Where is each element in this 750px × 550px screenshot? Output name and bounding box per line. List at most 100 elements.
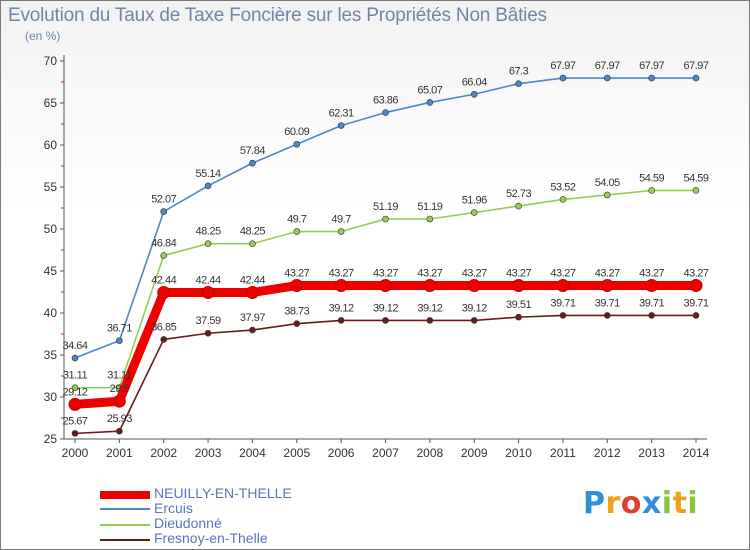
y-tick-label: 35 (44, 348, 58, 362)
y-tick-label: 25 (44, 432, 58, 446)
data-label: 43.27 (595, 268, 620, 280)
data-label: 67.97 (550, 60, 575, 72)
data-label: 48.25 (196, 226, 221, 238)
legend-swatch-dieudonne (100, 524, 150, 526)
x-tick-label: 2003 (195, 446, 222, 460)
data-point (337, 317, 345, 324)
logo-letter: P (583, 486, 606, 521)
data-label: 39.71 (683, 297, 708, 309)
data-point (467, 279, 481, 293)
data-label: 43.27 (462, 268, 487, 280)
data-label: 36.85 (151, 321, 176, 333)
data-point (204, 329, 212, 337)
data-label: 51.19 (417, 201, 442, 213)
data-label: 51.96 (462, 195, 487, 207)
data-point (160, 336, 168, 343)
data-point (290, 279, 304, 293)
x-tick-label: 2005 (283, 446, 310, 460)
data-point (112, 394, 126, 408)
data-label: 39.12 (329, 302, 354, 314)
data-label: 42.44 (240, 275, 265, 287)
data-point (600, 279, 614, 293)
data-point (160, 252, 168, 259)
logo-letter: t (672, 486, 688, 521)
data-label: 49.7 (287, 214, 307, 226)
data-label: 39.71 (595, 297, 620, 309)
data-label: 62.31 (329, 108, 354, 120)
logo-letter: r (605, 486, 621, 521)
data-point (382, 109, 389, 116)
data-label: 54.59 (639, 172, 664, 184)
data-point (645, 279, 659, 293)
data-point (293, 320, 301, 327)
data-label: 43.27 (639, 268, 664, 280)
data-label: 53.52 (550, 181, 575, 193)
legend-swatch-ercuis (100, 508, 150, 510)
x-tick-label: 2004 (239, 446, 266, 460)
data-label: 39.12 (462, 302, 487, 314)
data-point (116, 427, 123, 435)
data-point (556, 279, 570, 293)
data-point (249, 240, 256, 247)
data-label: 52.07 (151, 194, 176, 206)
data-point (71, 384, 79, 391)
data-label: 67.97 (683, 60, 708, 72)
data-label: 43.27 (284, 268, 309, 280)
logo-letter: o (620, 486, 642, 521)
data-label: 39.51 (506, 299, 531, 311)
data-label: 66.04 (462, 76, 487, 88)
data-point (603, 312, 611, 319)
data-label: 25.93 (107, 413, 132, 425)
data-label: 31.11 (63, 370, 88, 382)
legend-label-fresnoy: Fresnoy-en-Thelle (154, 530, 268, 546)
data-point (470, 317, 478, 324)
data-point (337, 228, 345, 235)
x-tick-label: 2006 (328, 446, 355, 460)
data-point (71, 430, 79, 437)
data-point (71, 354, 79, 362)
data-point (293, 228, 301, 235)
data-point (559, 312, 567, 319)
data-point (201, 286, 215, 300)
legend-label-dieudonne: Dieudonné (154, 515, 222, 531)
data-label: 49.7 (331, 214, 351, 226)
legend-label-ercuis: Ercuis (154, 500, 193, 516)
y-tick-label: 45 (44, 264, 58, 278)
proxiti-logo: Proxiti (583, 486, 698, 521)
x-tick-label: 2001 (106, 446, 133, 460)
data-label: 34.64 (62, 340, 87, 352)
x-tick-label: 2014 (683, 446, 710, 460)
data-label: 65.07 (417, 84, 442, 96)
data-label: 39.71 (639, 297, 664, 309)
data-point (603, 191, 611, 199)
data-point (245, 286, 259, 300)
data-point (68, 397, 82, 411)
data-label: 39.12 (373, 302, 398, 314)
data-point (692, 74, 700, 82)
data-point (648, 187, 655, 194)
data-point (603, 74, 611, 82)
data-label: 36.71 (107, 323, 132, 335)
data-label: 29.5 (110, 383, 130, 395)
data-label: 37.97 (240, 312, 265, 324)
x-tick-label: 2013 (638, 446, 665, 460)
y-axis-unit: (en %) (25, 29, 61, 43)
data-point (692, 312, 700, 319)
logo-letter: i (687, 486, 699, 521)
data-label: 51.19 (373, 201, 398, 213)
data-point (515, 80, 522, 87)
data-point (423, 279, 437, 293)
data-label: 42.44 (196, 275, 221, 287)
y-tick-label: 65 (44, 96, 58, 110)
data-point (470, 90, 478, 98)
data-label: 46.84 (151, 238, 176, 250)
data-point (689, 279, 703, 293)
data-label: 67.97 (595, 60, 620, 72)
x-tick-label: 2012 (594, 446, 621, 460)
data-point (512, 279, 526, 293)
y-tick-label: 40 (44, 306, 58, 320)
data-label: 42.44 (151, 275, 176, 287)
data-point (334, 279, 348, 293)
data-label: 39.12 (417, 302, 442, 314)
